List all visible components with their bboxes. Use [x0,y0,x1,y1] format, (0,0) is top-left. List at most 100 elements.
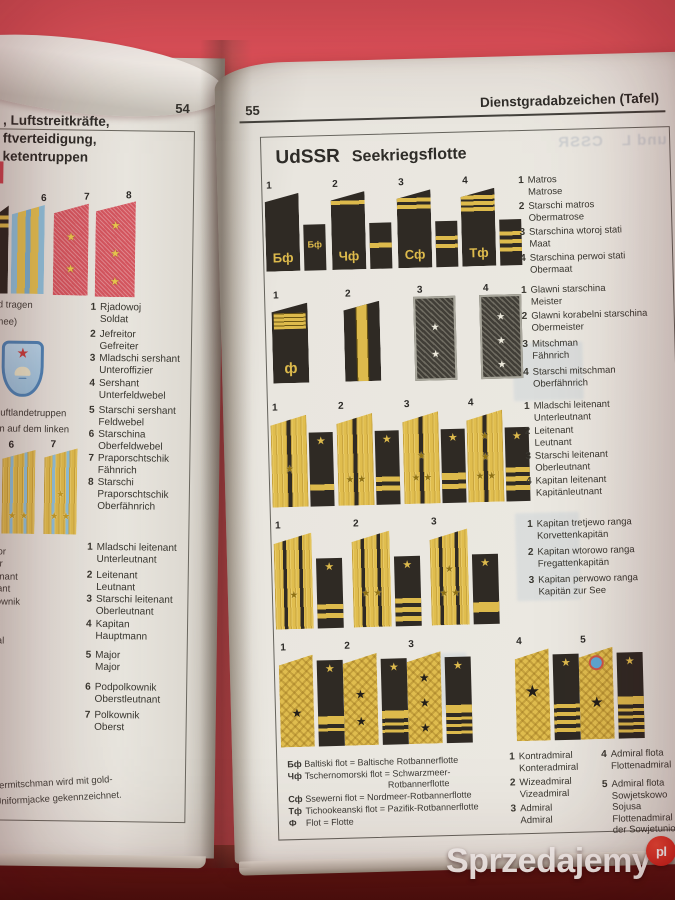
shoulder-board-kapitaen-zur-see [429,529,469,626]
watermark-tld-badge: pl [646,836,675,866]
rank-label: 8 Starschi Praporschtschik Oberfähnrich [87,476,169,514]
rank-label: 2 Jefreitor Gefreiter [90,328,139,353]
cropped-text: nd tragen [0,299,33,311]
rank-label: 6 Podpolkownik Oberstleutnant [85,681,161,706]
board-number: 1 [274,520,281,532]
watermark: Sprzedajemy pl [446,836,675,878]
rank-label: 4 Admiral flota Flottenadmiral [601,747,672,772]
board-number: 3 [416,284,423,296]
board-number: 7 [50,439,57,451]
sleeve-patch [316,659,345,747]
fleet-letters: Бф [307,239,323,250]
board-number: 1 [272,290,279,302]
board-number: 1 [271,402,278,414]
rank-label: 1 Kontradmiral Konteradmiral [509,749,579,774]
right-page: 55 Dienstgradabzeichen (Tafel) UdSSR See… [214,51,675,876]
rank-label: 4 Kapitan leitenant Kapitänleutnant [525,473,607,499]
sleeve-patch [393,555,422,627]
board-number: 4 [482,282,489,295]
sleeve-patch [374,430,401,505]
fleet-letters: Тф [469,244,489,261]
rank-label: 6 Starschina Oberfeldwebel [88,428,163,453]
rank-label: 1 Kapitan tretjewo ranga Korvettenkapitän [527,516,632,542]
rank-label: 3 Starschi leitenant Oberleutnant [525,448,608,474]
shoulder-board-oberfaehnrich [479,294,524,380]
cropped-text: polkownikberst [0,596,21,608]
fleet-letters: Сф [404,246,426,263]
board-number: 4 [516,636,522,648]
board-number: 4 [467,397,474,409]
shoulder-board-fregattenkapitaen [351,531,391,628]
rank-label: 1 Matros Matrose [518,174,563,198]
table-title: UdSSR Seekriegsflotte [275,142,467,169]
rank-label: 1 Mladschi leitenant Unterleutnant [87,541,177,566]
board-number: 1 [266,180,272,192]
page-number-55: 55 [245,102,260,119]
shoulder-board-leutnant [336,413,374,506]
header-rule [239,110,666,124]
shoulder-board-gold-3-stars [43,448,77,534]
rank-label: 2 Leitenant Leutnant [524,424,574,449]
board-number: 8 [125,190,132,202]
board-number: 1 [280,642,287,654]
rank-label: 4 Kapitan Hauptmann [85,618,148,643]
shoulder-board-kontradmiral [279,655,315,748]
sleeve-patch [471,553,500,625]
left-page: 54 , Luftstreitkräfte, ftverteidigung, k… [0,20,230,869]
page-number-54: 54 [175,100,190,117]
board-number: 2 [344,288,351,300]
shoulder-board-admiral [406,651,442,744]
rank-label: 3 Mitschman Fähnrich [522,337,579,362]
shoulder-board-obermeister [343,301,381,382]
sleeve-patch [380,658,409,745]
sleeve-patch [315,557,344,629]
cropped-text: rmee) [0,316,18,328]
rank-label: 2 Kapitan wtorowo ranga Fregattenkapitän [527,544,635,570]
board-number: 3 [430,516,437,528]
rank-label: 3 Starschina wtoroj stati Maat [519,224,623,250]
cropped-insignia [0,161,4,184]
rank-label: 4 Starschina perwoi stati Obermaat [520,250,626,276]
shoulder-board-starschi-matros: Чф [330,191,366,270]
rank-label: 5 Major Major [85,649,121,674]
shoulder-board-meister: ф [271,303,309,384]
shoulder-board-matros: Бф [264,193,300,272]
left-page-title: , Luftstreitkräfte, ftverteidigung, kete… [2,112,110,165]
rank-label: 7 Praporschtschik Fähnrich [88,452,170,477]
board-number: 3 [408,638,414,651]
shoulder-board-oberleutnant [402,411,440,504]
shoulder-board-red-3-stars [95,201,136,298]
sleeve-patch [435,220,459,268]
fleet-letter: ф [284,359,298,378]
board-number: 7 [83,191,90,203]
rank-label: 1 Rjadowoj Soldat [90,301,142,326]
rank-label: 3 Mladschi sershant Unteroffizier [89,352,181,377]
rank-label: 1 Glawni starschina Meister [520,282,606,308]
shoulder-board-cropped [0,205,9,293]
branch-label: Seekriegsflotte [351,145,467,166]
rank-label: 3 Kapitan perwowo ranga Kapitän zur See [528,572,639,598]
board-number: 5 [580,634,586,646]
board-number: 2 [337,400,344,412]
shoulder-board-wizeadmiral [342,653,378,746]
shoulder-board-stripes [11,205,45,294]
shoulder-board-unterleutnant [270,415,308,508]
rank-label: 2 Glawni korabelni starschina Obermeister [521,307,648,334]
board-number: 3 [398,177,404,189]
insignia-table: UdSSR Seekriegsflotte und L CSSR 1 2 3 4 … [259,126,675,841]
sleeve-patch [552,653,581,741]
cropped-text: -leitenant eutnant [0,571,18,595]
rank-label: 4 Sershant Unterfeldwebel [89,377,166,402]
board-number: 6 [40,193,47,205]
shoulder-board-gold-2-stars [1,449,35,533]
ink-bleed-text: und L CSSR [557,131,668,152]
shoulder-board-kapitaenleutnant [466,410,504,503]
gold-band [274,313,306,330]
badge-caption: hen auf dem linken [0,423,70,436]
rank-label: 5 Starschi sershant Feldwebel [88,404,176,429]
rank-label: 5 Admiral flota Sowjetskowo Sojusa Flottena… [601,777,675,837]
board-number: 2 [332,178,338,190]
sleeve-patch [444,656,473,744]
board-number: 3 [403,398,410,411]
